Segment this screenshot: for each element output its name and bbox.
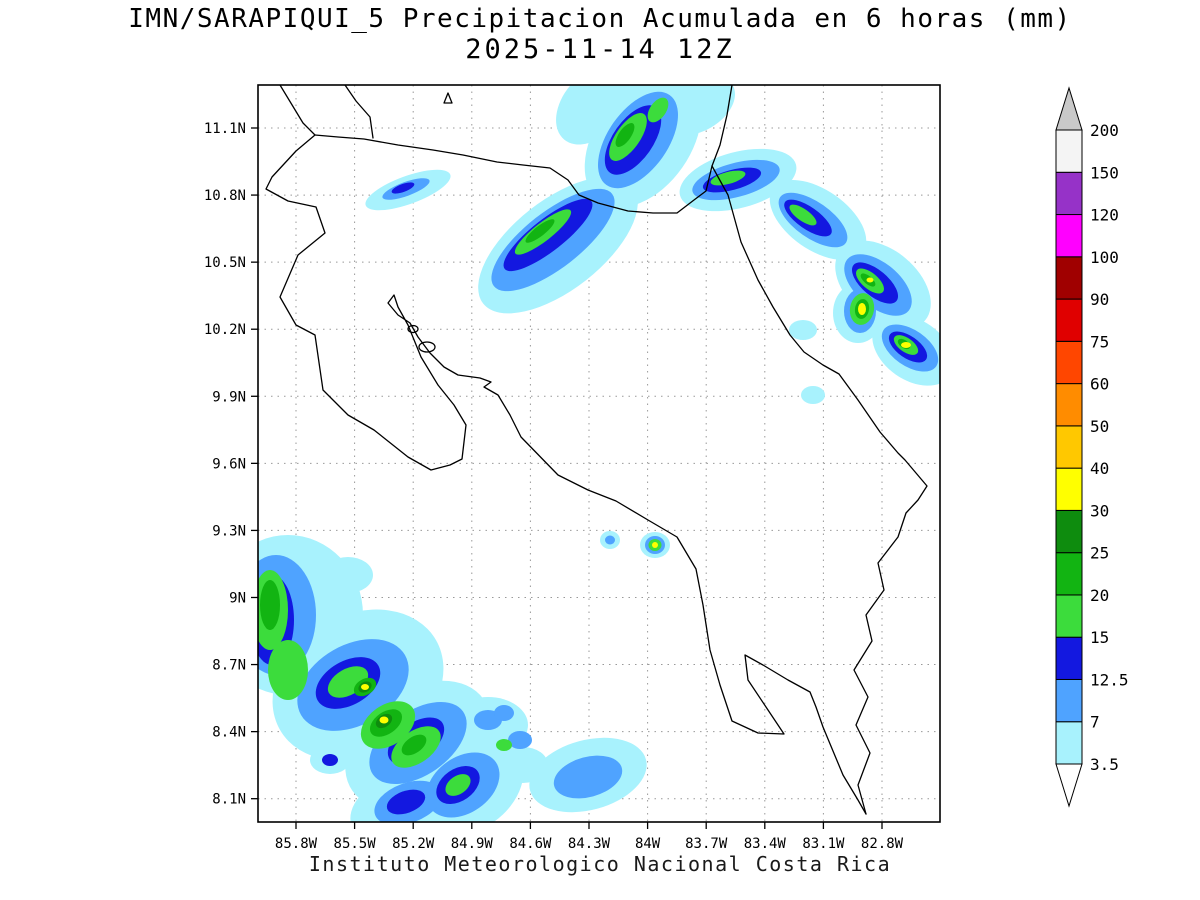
colorbar-segment — [1055, 594, 1083, 638]
y-axis-tick-label: 8.4N — [212, 725, 246, 741]
y-axis-tick-label: 9.3N — [212, 523, 246, 539]
precip-level-7-12p5 — [258, 91, 939, 822]
pacific-coastline — [265, 85, 867, 815]
x-axis-tick-label: 82.8W — [861, 836, 904, 852]
colorbar-legend: 3.5 7 12.5 15 20 25 30 40 50 60 75 90 100 120 150 200 — [1055, 86, 1129, 808]
y-axis-tick-label: 10.8N — [204, 188, 246, 204]
colorbar-segment — [1055, 340, 1083, 385]
colorbar-segment — [1055, 425, 1083, 469]
colorbar-segment — [1055, 678, 1083, 723]
island-triangle — [443, 92, 453, 104]
colorbar-boundary-label: 7 — [1090, 713, 1100, 732]
x-axis-tick-label: 83.4W — [744, 836, 787, 852]
colorbar-segment — [1055, 467, 1083, 511]
precip-level-30-40 — [361, 277, 911, 724]
precip-level-3p5-7 — [258, 85, 940, 822]
chart-title: IMN/SARAPIQUI_5 Precipitacion Acumulada … — [128, 4, 1072, 34]
colorbar-boundary-label: 75 — [1090, 332, 1109, 351]
plot-frame — [257, 84, 941, 823]
y-axis-tick-label: 10.5N — [204, 255, 246, 271]
colorbar-segment — [1055, 721, 1083, 765]
axis-labels: 85.8W 85.5W 85.2W 84.9W 84.6W 84.3W 84W 83.7W 83… — [204, 121, 904, 852]
y-axis-tick-label: 8.7N — [212, 658, 246, 674]
y-axis-tick-label: 9.6N — [212, 456, 246, 472]
nicaragua-border — [314, 134, 713, 214]
y-axis-tick-label: 10.2N — [204, 322, 246, 338]
chart-valid-time: 2025-11-14 12Z — [465, 34, 735, 65]
y-axis-tick-label: 9N — [229, 590, 246, 606]
precipitation-field — [258, 85, 940, 822]
x-axis-tick-label: 84W — [635, 836, 661, 852]
colorbar-boundary-label: 50 — [1090, 417, 1109, 436]
footer-credit: Instituto Meteorologico Nacional Costa R… — [308, 852, 892, 876]
colorbar-segment — [1055, 256, 1083, 300]
colorbar-boundary-label: 3.5 — [1090, 755, 1119, 774]
y-axis-tick-label: 8.1N — [212, 792, 246, 808]
x-axis-tick-label: 84.3W — [568, 836, 611, 852]
colorbar-segment — [1055, 129, 1083, 173]
colorbar-segment — [1055, 298, 1083, 342]
x-axis-tick-label: 84.9W — [451, 836, 494, 852]
colorbar-boundary-label: 120 — [1090, 206, 1119, 225]
chira-island — [418, 341, 436, 353]
caribbean-coastline-panama-border — [711, 85, 928, 815]
colorbar-segment — [1055, 383, 1083, 427]
colorbar-segment — [1055, 636, 1083, 680]
lake-nicaragua-shore — [344, 85, 374, 139]
x-axis-tick-label: 85.8W — [275, 836, 318, 852]
colorbar-arrow-top — [1055, 86, 1083, 131]
x-axis-tick-label: 85.2W — [392, 836, 435, 852]
colorbar-boundary-label: 12.5 — [1090, 670, 1129, 689]
colorbar-boundary-label: 20 — [1090, 586, 1109, 605]
colorbar-boundary-label: 200 — [1090, 121, 1119, 140]
colorbar-boundary-label: 25 — [1090, 544, 1109, 563]
x-axis-tick-label: 85.5W — [334, 836, 377, 852]
x-axis-tick-label: 83.7W — [685, 836, 728, 852]
colorbar-segment — [1055, 509, 1083, 554]
y-axis-tick-label: 11.1N — [204, 121, 246, 137]
colorbar-boundary-label: 100 — [1090, 248, 1119, 267]
coastline-layer — [265, 85, 928, 815]
colorbar-boundary-label: 90 — [1090, 290, 1109, 309]
x-axis-tick-label: 84.6W — [509, 836, 552, 852]
colorbar-boundary-label: 40 — [1090, 459, 1109, 478]
colorbar-segment — [1055, 214, 1083, 258]
colorbar-boundary-label: 30 — [1090, 501, 1109, 520]
colorbar-segment — [1055, 552, 1083, 596]
colorbar-boundary-label: 15 — [1090, 628, 1109, 647]
x-axis-tick-label: 83.1W — [802, 836, 845, 852]
colorbar-boundary-label: 150 — [1090, 163, 1119, 182]
colorbar-boundary-label: 60 — [1090, 375, 1109, 394]
colorbar-segment — [1055, 171, 1083, 216]
colorbar-arrow-bottom — [1055, 763, 1083, 808]
y-axis-tick-label: 9.9N — [212, 389, 246, 405]
gulf-islet — [407, 324, 419, 334]
